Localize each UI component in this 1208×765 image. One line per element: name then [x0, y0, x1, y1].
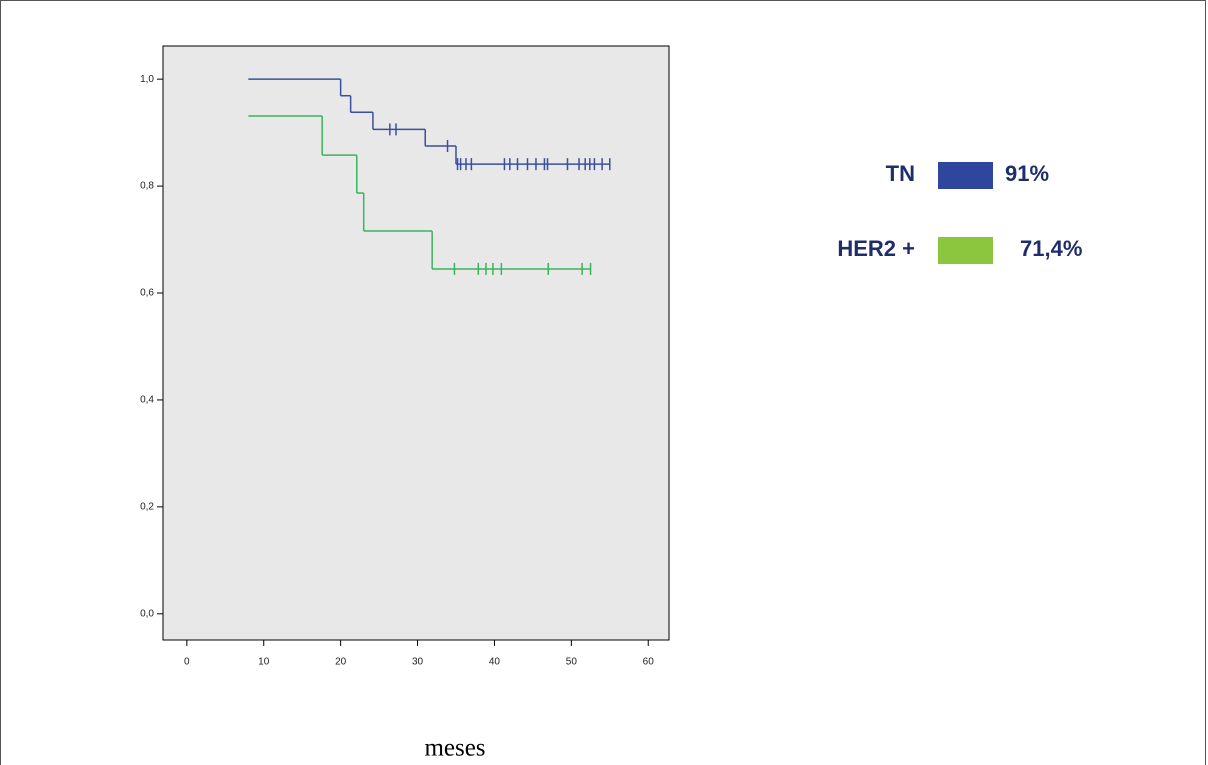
x-axis-label: meses	[424, 735, 485, 762]
y-tick-label: 0,2	[140, 502, 154, 513]
legend-swatch	[938, 162, 993, 189]
x-tick-label: 0	[184, 657, 190, 668]
y-tick-label: 0,4	[140, 395, 154, 406]
legend-swatch	[938, 237, 993, 264]
x-tick-label: 60	[643, 657, 655, 668]
x-tick-label: 10	[258, 657, 270, 668]
x-tick-label: 20	[335, 657, 347, 668]
y-tick-label: 1,0	[140, 74, 154, 85]
plot-area	[162, 45, 670, 641]
x-tick-label: 40	[489, 657, 501, 668]
x-tick-label: 30	[412, 657, 424, 668]
legend-name: HER2 +	[837, 236, 915, 261]
y-tick-label: 0,6	[140, 288, 154, 299]
y-tick-label: 0,8	[140, 181, 154, 192]
x-tick-label: 50	[566, 657, 578, 668]
legend-value: 91%	[1005, 161, 1049, 186]
y-tick-label: 0,0	[140, 608, 154, 619]
legend-value: 71,4%	[1020, 236, 1082, 261]
legend-name: TN	[886, 161, 915, 186]
